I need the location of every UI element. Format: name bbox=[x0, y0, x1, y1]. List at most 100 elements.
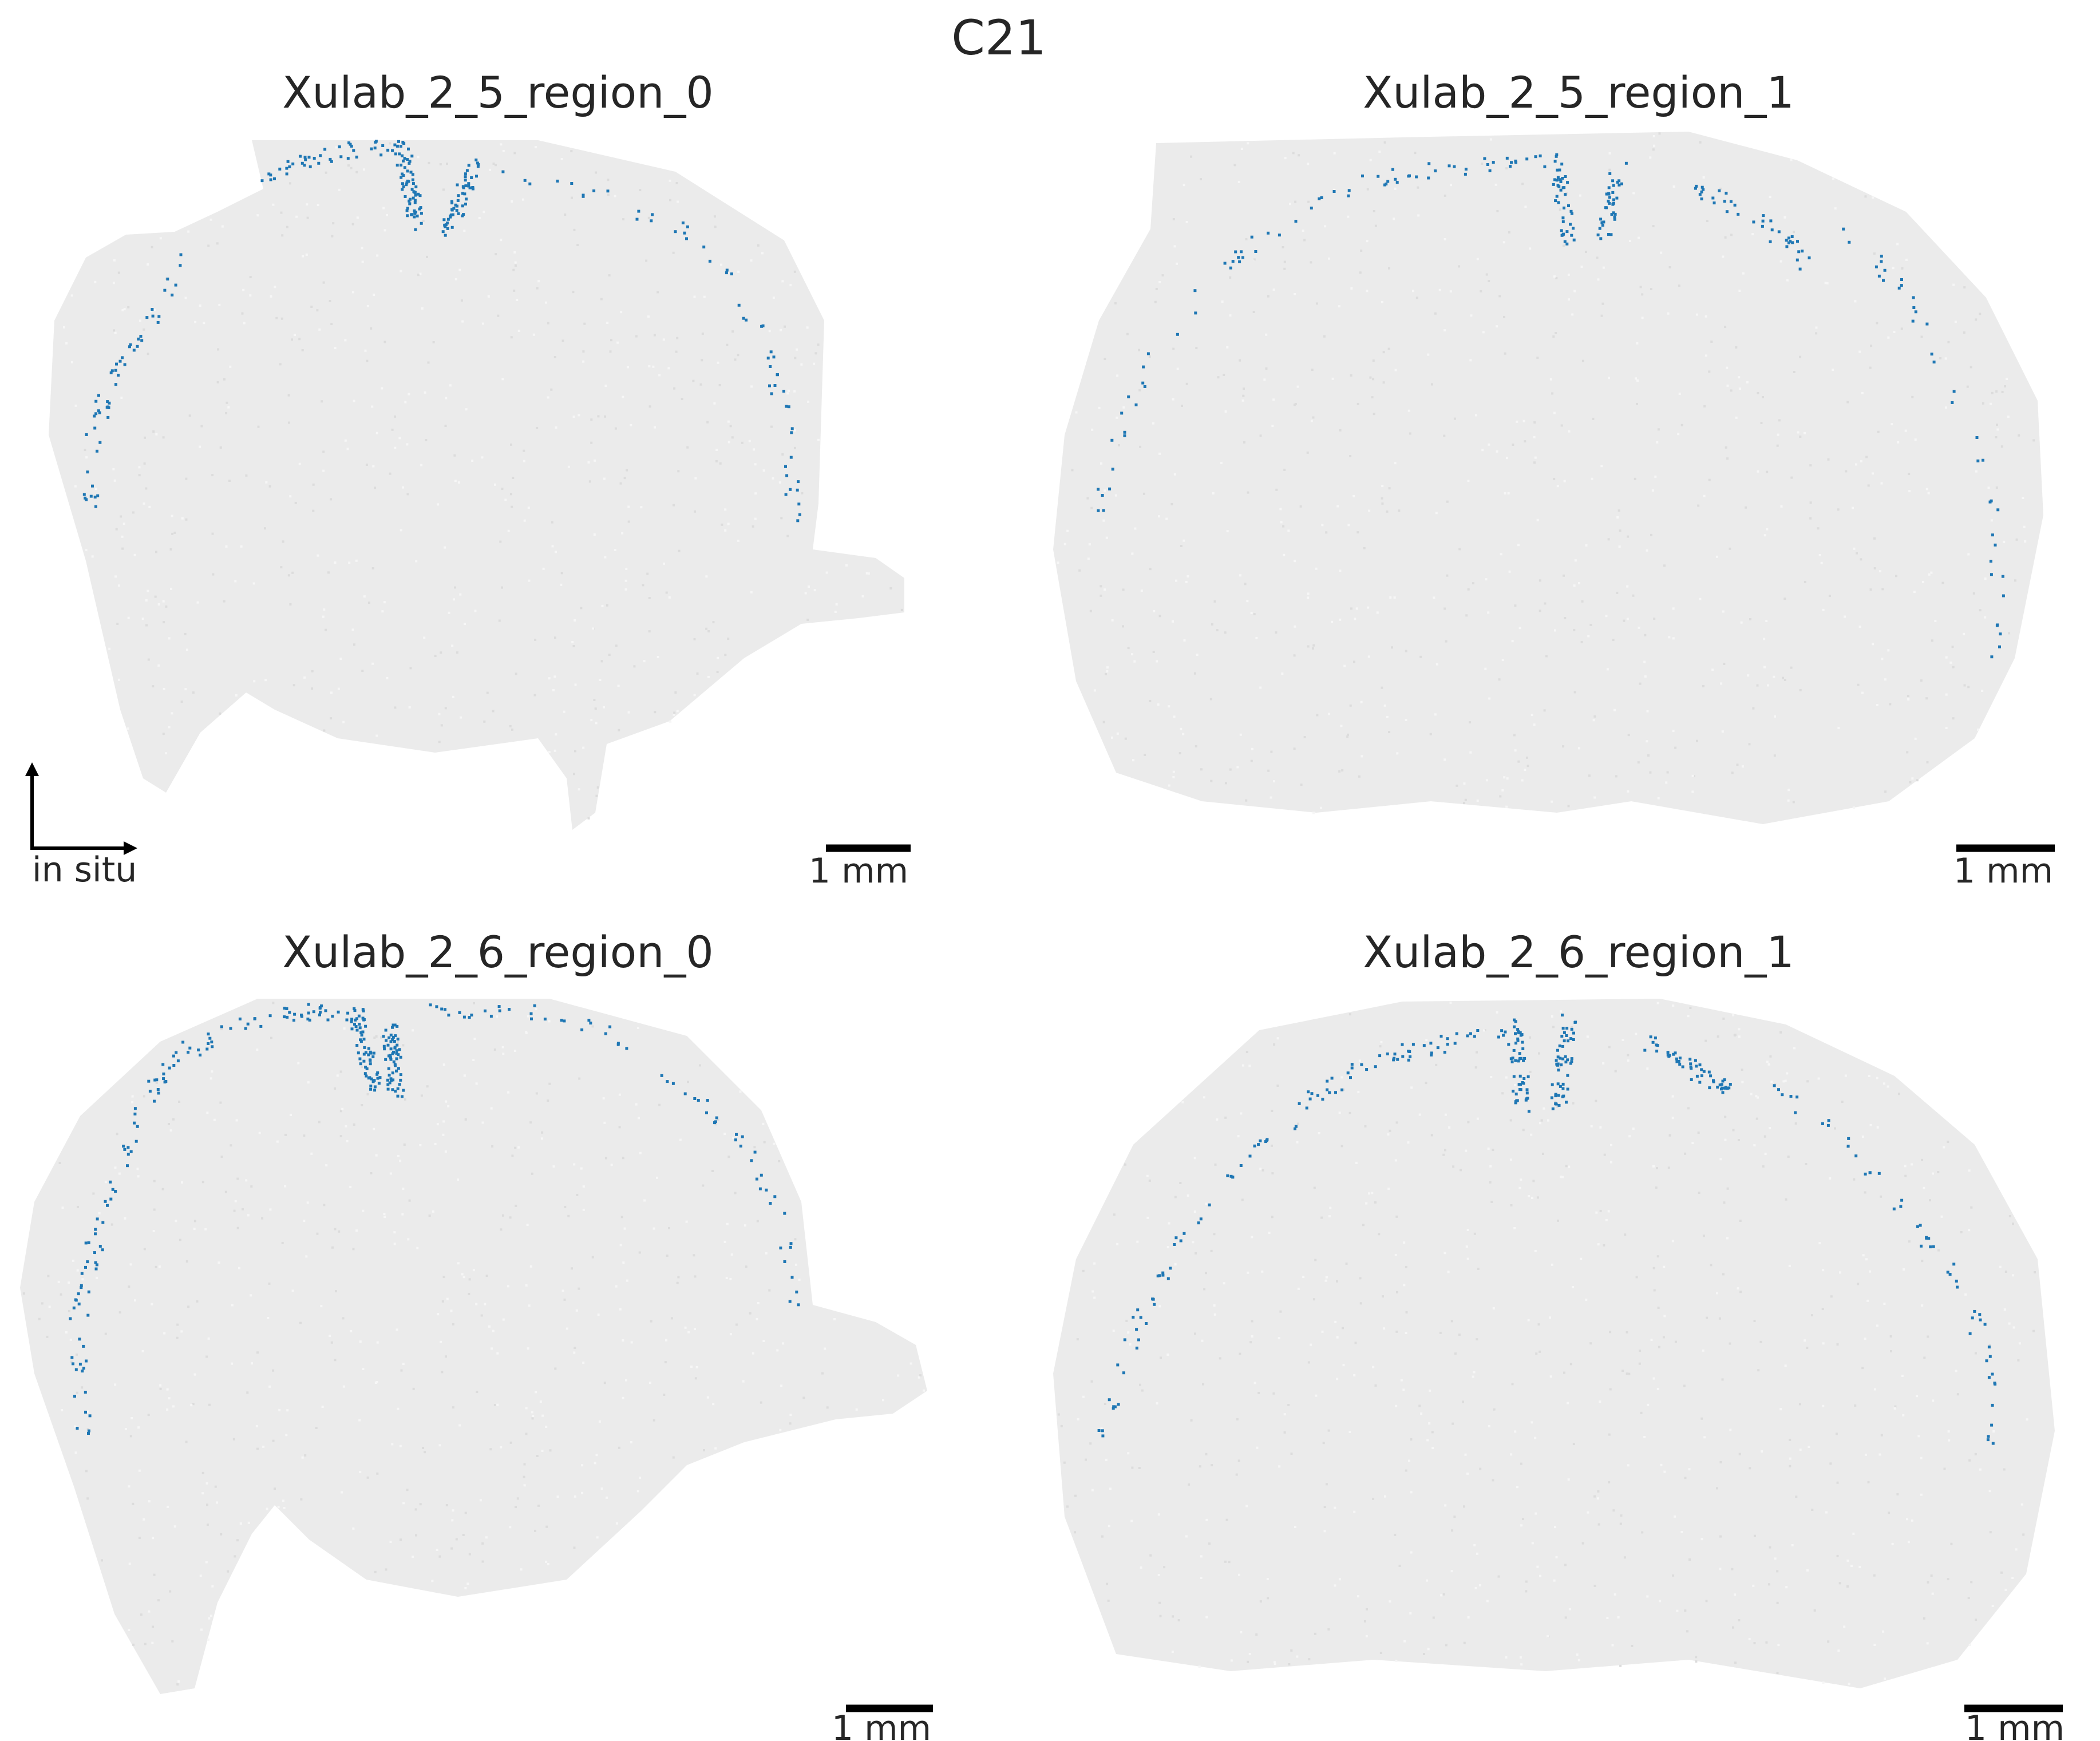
highlighted-cell bbox=[1554, 199, 1557, 203]
tissue-cell bbox=[807, 400, 810, 403]
tissue-cell bbox=[1261, 1270, 1264, 1273]
highlighted-cell bbox=[1990, 655, 1994, 659]
tissue-cell bbox=[453, 598, 455, 601]
highlighted-cell bbox=[671, 1082, 675, 1085]
tissue-cell bbox=[1726, 457, 1729, 460]
tissue-cell bbox=[1695, 1660, 1698, 1663]
tissue-cell bbox=[474, 610, 477, 612]
tissue-cell bbox=[192, 1403, 195, 1406]
tissue-cell bbox=[1861, 391, 1864, 394]
highlighted-cell bbox=[199, 1053, 202, 1057]
tissue-cell bbox=[1247, 491, 1249, 494]
tissue-cell bbox=[1071, 469, 1074, 472]
highlighted-cell bbox=[1556, 176, 1560, 179]
highlighted-cell bbox=[413, 201, 417, 204]
tissue-cell bbox=[1138, 389, 1141, 391]
tissue-cell bbox=[1240, 1112, 1243, 1115]
tissue-cell bbox=[1869, 1123, 1872, 1126]
tissue-cell bbox=[1353, 1374, 1356, 1376]
tissue-cell bbox=[86, 1428, 89, 1430]
highlighted-cell bbox=[80, 1272, 84, 1275]
tissue-cell bbox=[677, 200, 679, 203]
tissue-cell bbox=[232, 1438, 235, 1441]
tissue-cell bbox=[1482, 331, 1485, 334]
highlighted-cell bbox=[353, 1023, 356, 1026]
highlighted-cell bbox=[442, 218, 446, 221]
tissue-cell bbox=[442, 1133, 445, 1136]
highlighted-cell bbox=[123, 1148, 126, 1151]
tissue-cell bbox=[547, 1563, 549, 1565]
highlighted-cell bbox=[797, 480, 800, 484]
highlighted-cell bbox=[1700, 185, 1704, 189]
tissue-cell bbox=[1609, 1388, 1612, 1391]
tissue-cell bbox=[1927, 492, 1930, 494]
highlighted-cell bbox=[462, 1015, 466, 1019]
tissue-cell bbox=[104, 1181, 107, 1184]
tissue-cell bbox=[1173, 473, 1176, 476]
tissue-cell bbox=[665, 591, 668, 594]
tissue-cell bbox=[867, 572, 870, 575]
tissue-cell bbox=[1799, 1449, 1802, 1451]
highlighted-cell bbox=[1101, 494, 1104, 497]
highlighted-cell bbox=[1443, 1051, 1446, 1054]
tissue-cell bbox=[555, 426, 557, 429]
highlighted-cell bbox=[1672, 1052, 1675, 1056]
highlighted-cell bbox=[396, 1087, 400, 1090]
tissue-cell bbox=[580, 1167, 583, 1170]
highlighted-cell bbox=[1897, 286, 1901, 290]
tissue-cell bbox=[253, 680, 256, 683]
tissue-cell bbox=[165, 605, 168, 608]
highlighted-cell bbox=[741, 1135, 744, 1138]
tissue-cell bbox=[1104, 358, 1106, 361]
tissue-cell bbox=[1382, 351, 1385, 354]
tissue-cell bbox=[1314, 1259, 1317, 1261]
tissue-cell bbox=[1920, 335, 1923, 338]
tissue-cell bbox=[1668, 636, 1671, 639]
tissue-cell bbox=[1060, 1425, 1063, 1427]
tissue-cell bbox=[1321, 524, 1324, 527]
tissue-cell bbox=[1710, 1264, 1713, 1267]
tissue-cell bbox=[1241, 1198, 1244, 1201]
tissue-cell bbox=[371, 567, 374, 569]
tissue-cell bbox=[855, 1408, 858, 1411]
highlighted-cell bbox=[220, 1025, 223, 1028]
tissue-cell bbox=[2034, 1271, 2036, 1273]
tissue-cell bbox=[74, 485, 77, 488]
tissue-cell bbox=[1597, 1243, 1600, 1246]
tissue-cell bbox=[282, 1499, 284, 1502]
highlighted-cell bbox=[2001, 575, 2004, 578]
highlighted-cell bbox=[273, 177, 276, 180]
tissue-cell bbox=[1572, 1286, 1575, 1288]
scale-bar-label: 1 mm bbox=[1965, 1708, 2065, 1741]
tissue-cell bbox=[1179, 1182, 1182, 1184]
tissue-cell bbox=[1766, 470, 1769, 473]
tissue-cell bbox=[1271, 1144, 1273, 1147]
tissue-cell bbox=[1489, 138, 1492, 141]
tissue-cell bbox=[208, 1403, 211, 1406]
highlighted-cell bbox=[307, 156, 311, 159]
highlighted-cell bbox=[604, 1032, 607, 1035]
tissue-cell bbox=[1719, 1158, 1722, 1161]
tissue-cell bbox=[1721, 730, 1724, 733]
tissue-cell bbox=[1205, 1616, 1208, 1619]
highlighted-cell bbox=[361, 1016, 365, 1020]
highlighted-cell bbox=[1504, 1030, 1507, 1034]
tissue-cell bbox=[1668, 266, 1671, 268]
tissue-cell bbox=[1342, 1364, 1345, 1367]
tissue-cell bbox=[1539, 1574, 1541, 1577]
tissue-cell bbox=[517, 330, 520, 332]
tissue-cell bbox=[1822, 1269, 1825, 1272]
tissue-cell bbox=[1338, 770, 1341, 773]
tissue-cell bbox=[1804, 580, 1806, 583]
tissue-cell bbox=[70, 1360, 73, 1363]
tissue-cell bbox=[1941, 581, 1944, 584]
highlighted-cell bbox=[1724, 1086, 1727, 1089]
highlighted-cell bbox=[769, 365, 772, 368]
tissue-cell bbox=[1866, 1299, 1869, 1302]
tissue-cell bbox=[1402, 1388, 1405, 1391]
tissue-cell bbox=[1553, 275, 1556, 278]
highlighted-cell bbox=[1169, 1267, 1172, 1270]
tissue-cell bbox=[1357, 402, 1359, 405]
highlighted-cell bbox=[1569, 1037, 1573, 1040]
tissue-cell bbox=[1852, 1532, 1855, 1535]
